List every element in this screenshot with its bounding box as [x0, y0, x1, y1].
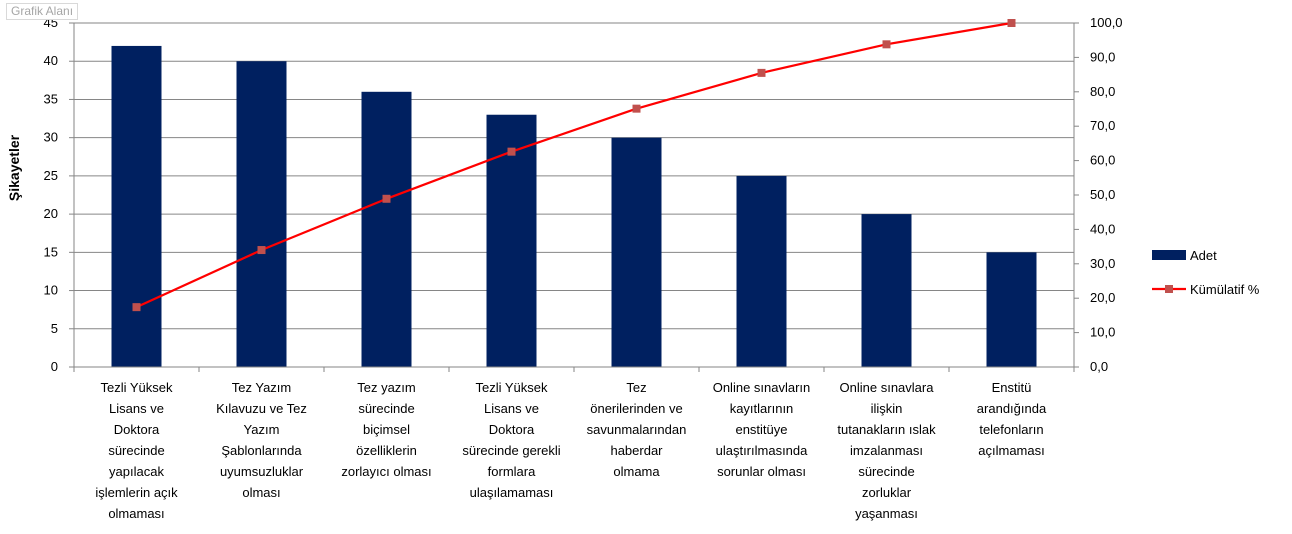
y-tick-label: 10 [44, 283, 58, 298]
line-marker [507, 147, 516, 156]
y2-tick-label: 40,0 [1090, 221, 1115, 236]
legend: Adet Kümülatif % [1152, 248, 1260, 297]
y2-tick-label: 10,0 [1090, 325, 1115, 340]
category-label: Tezli Yüksek Lisans ve Doktora sürecinde yap… [95, 380, 178, 521]
gridlines [74, 22, 1074, 330]
line-marker [757, 68, 766, 77]
line-marker [132, 303, 141, 312]
y2-tick-label: 30,0 [1090, 256, 1115, 271]
line-marker [882, 40, 891, 49]
bar [861, 214, 912, 367]
line-marker [382, 194, 391, 203]
y-tick-label: 0 [51, 359, 58, 374]
line-marker [632, 104, 641, 113]
y2-tick-label: 60,0 [1090, 153, 1115, 168]
y2-tick-label: 50,0 [1090, 187, 1115, 202]
y2-tick-label: 90,0 [1090, 49, 1115, 64]
y-tick-label: 15 [44, 244, 58, 259]
category-labels: Tezli Yüksek Lisans ve Doktora sürecinde yap… [95, 380, 1047, 521]
bar [361, 91, 412, 368]
legend-swatch-bar [1152, 250, 1186, 260]
y2-tick-label: 100,0 [1090, 15, 1123, 30]
y-tick-label: 20 [44, 206, 58, 221]
axes [69, 22, 1079, 372]
y2-tick-label: 70,0 [1090, 118, 1115, 133]
y-tick-label: 35 [44, 91, 58, 106]
cumulative-line [136, 21, 1012, 309]
legend-label-adet: Adet [1190, 248, 1217, 263]
category-label: Enstitü arandığında telefonların açılmaması [977, 380, 1047, 458]
bar [236, 61, 287, 367]
category-label: Online sınavların kayıtlarının enstitüye ul… [713, 380, 811, 479]
chart-area-tooltip: Grafik Alanı [6, 3, 79, 20]
category-label: Tez yazım sürecinde biçimsel özelliklerin zo… [341, 380, 431, 479]
bar [736, 175, 787, 367]
line-marker [1007, 19, 1016, 27]
y2-tick-label: 20,0 [1090, 290, 1115, 305]
category-label: Tezli Yüksek Lisans ve Doktora sürecinde ge… [462, 380, 560, 500]
bar-series [111, 45, 1037, 368]
legend-swatch-marker [1165, 285, 1173, 293]
y-tick-label: 40 [44, 53, 58, 68]
bar [611, 137, 662, 367]
category-label: Tez Yazım Kılavuzu ve Tez Yazım Şablonların… [216, 380, 307, 500]
y2-tick-label: 0,0 [1090, 359, 1108, 374]
y-tick-label: 5 [51, 321, 58, 336]
y-tick-label: 25 [44, 168, 58, 183]
y2-tick-label: 80,0 [1090, 84, 1115, 99]
line-marker [257, 246, 266, 255]
bar [111, 45, 162, 367]
category-label: Online sınavlara ilişkin tutanakların ısla… [837, 380, 936, 521]
cumulative-line-series [132, 19, 1016, 312]
bar [986, 252, 1037, 367]
y-tick-label: 30 [44, 130, 58, 145]
category-label: Tez önerilerinden ve savunmalarından haberd… [587, 380, 687, 479]
legend-label-kumulatif: Kümülatif % [1190, 282, 1260, 297]
right-axis-ticks: 0,0 10,0 20,0 30,0 40,0 50,0 60,0 70,0 80,0 90,0 1… [1090, 15, 1123, 374]
y-axis-title: Şikayetler [6, 134, 22, 201]
